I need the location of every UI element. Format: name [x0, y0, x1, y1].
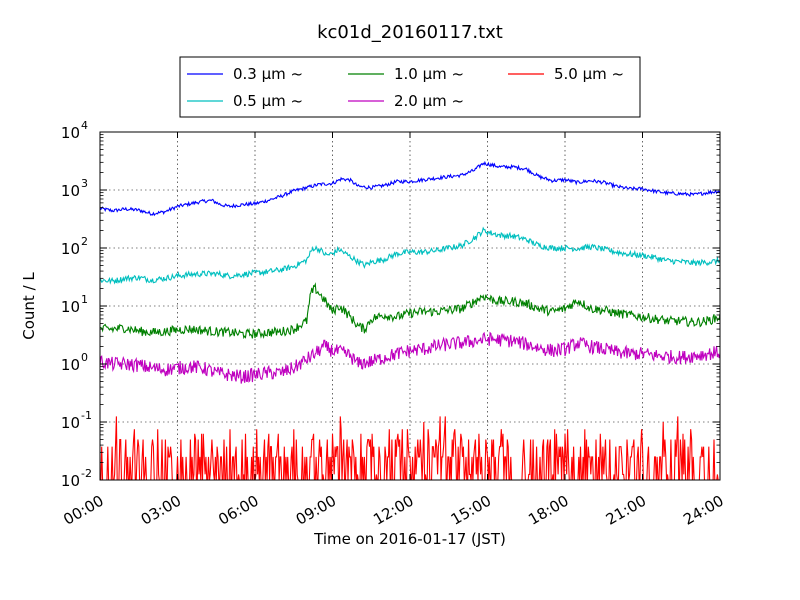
y-axis-label: Count / L	[20, 272, 38, 340]
y-tick-label: 10	[61, 472, 80, 490]
y-tick-exponent: 2	[81, 235, 88, 248]
x-tick-label: 15:00	[448, 492, 494, 529]
y-tick-label: 10	[61, 298, 80, 316]
legend-entry: 1.0 μm ~	[394, 65, 464, 83]
series-line-1	[100, 160, 720, 217]
x-tick-label: 09:00	[293, 492, 339, 529]
y-tick-label: 10	[61, 414, 80, 432]
y-tick-label: 10	[61, 124, 80, 142]
x-tick-label: 21:00	[603, 492, 649, 529]
legend-entry: 5.0 μm ~	[554, 65, 624, 83]
x-tick-label: 06:00	[215, 492, 261, 529]
legend: 0.3 μm ~ 0.5 μm ~ 1.0 μm ~ 2.0 μm ~ 5.0 μm ~	[179, 56, 641, 118]
y-tick-exponent: -1	[81, 409, 92, 422]
y-tick-exponent: 3	[81, 177, 88, 190]
y-tick-exponent: 4	[81, 119, 88, 132]
series-line-3	[100, 282, 720, 340]
x-tick-label: 12:00	[370, 492, 416, 529]
series-line-4	[100, 331, 720, 384]
y-tick-label: 10	[61, 356, 80, 374]
x-axis-label: Time on 2016-01-17 (JST)	[313, 530, 506, 548]
x-tick-label: 00:00	[60, 492, 106, 529]
series-line-5	[100, 416, 719, 480]
legend-entry: 0.5 μm ~	[233, 92, 303, 110]
series-line-2	[100, 226, 720, 285]
y-tick-exponent: 0	[81, 351, 88, 364]
x-tick-label: 03:00	[138, 492, 184, 529]
legend-entry: 0.3 μm ~	[233, 65, 303, 83]
y-tick-exponent: 1	[81, 293, 88, 306]
series-layer	[100, 160, 720, 480]
grid	[100, 132, 720, 480]
y-tick-label: 10	[61, 182, 80, 200]
legend-box	[179, 56, 641, 118]
x-tick-label: 18:00	[525, 492, 571, 529]
legend-entry: 2.0 μm ~	[394, 92, 464, 110]
y-tick-exponent: -2	[81, 467, 92, 480]
x-tick-label: 24:00	[680, 492, 726, 529]
y-tick-label: 10	[61, 240, 80, 258]
chart-title: kc01d_20160117.txt	[317, 22, 503, 43]
